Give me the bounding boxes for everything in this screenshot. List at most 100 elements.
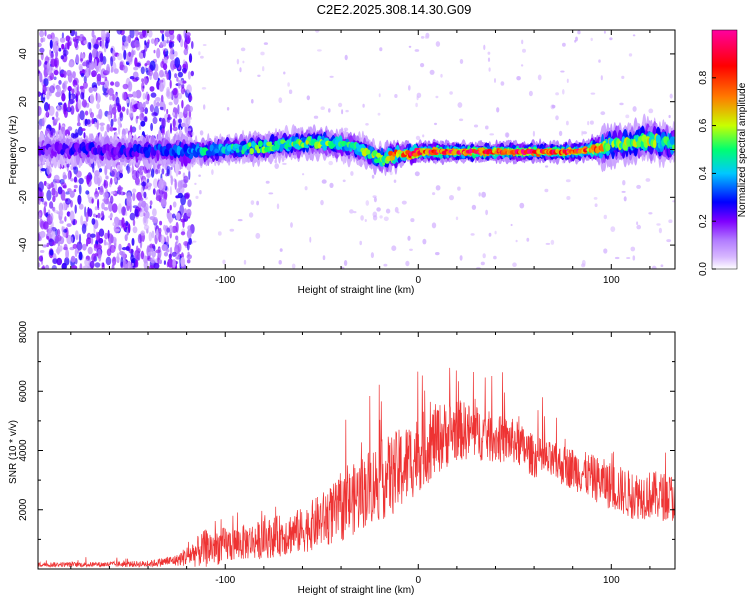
noise-blob [161, 168, 165, 175]
noise-blob [372, 215, 378, 221]
ridge-mark [214, 148, 220, 154]
noise-blob [648, 212, 653, 215]
noise-blob [119, 112, 124, 122]
noise-blob [134, 208, 139, 217]
noise-blob [152, 188, 156, 195]
noise-blob [90, 233, 96, 238]
ridge-mark [388, 150, 394, 156]
noise-blob [187, 199, 192, 208]
noise-blob [313, 115, 319, 119]
noise-blob [116, 52, 123, 61]
noise-blob [359, 240, 363, 246]
y-tick-label: 8000 [18, 320, 29, 343]
noise-blob [161, 117, 166, 129]
noise-blob [96, 103, 100, 110]
colorbar-tick-label: 0.4 [698, 166, 709, 180]
noise-blob [343, 127, 349, 132]
noise-blob [632, 106, 637, 112]
noise-blob [658, 227, 663, 234]
noise-blob [158, 179, 164, 191]
noise-blob [100, 81, 105, 86]
noise-blob [116, 171, 121, 181]
noise-blob [91, 30, 95, 38]
noise-blob [383, 216, 389, 222]
noise-blob [112, 49, 116, 57]
y-tick-label: 20 [18, 96, 29, 108]
noise-blob [172, 118, 176, 128]
noise-blob [142, 101, 146, 109]
noise-blob [142, 92, 146, 101]
noise-blob [176, 33, 182, 42]
ridge-mark [373, 158, 380, 164]
noise-blob [72, 166, 77, 170]
noise-blob [74, 204, 77, 214]
noise-blob [160, 30, 165, 34]
noise-blob [159, 82, 164, 92]
noise-blob [158, 259, 162, 265]
noise-blob [116, 30, 123, 35]
noise-blob [175, 195, 180, 199]
noise-blob [107, 229, 110, 239]
ridge-mark [376, 152, 381, 158]
noise-blob [166, 227, 171, 233]
noise-blob [57, 104, 60, 110]
noise-blob [435, 252, 440, 256]
noise-blob [134, 57, 138, 67]
noise-blob [73, 176, 78, 183]
noise-blob [99, 52, 104, 63]
noise-blob [124, 234, 128, 242]
noise-blob [149, 60, 156, 71]
noise-blob [422, 238, 427, 245]
snr-xlabel: Height of straight line (km) [298, 585, 415, 596]
noise-blob [279, 248, 283, 252]
noise-blob [150, 257, 155, 264]
noise-blob [54, 118, 58, 124]
snr-series [38, 367, 675, 568]
noise-blob [81, 99, 87, 108]
noise-blob [192, 240, 197, 243]
noise-blob [78, 65, 83, 72]
noise-blob [145, 100, 149, 105]
noise-blob [429, 69, 435, 75]
noise-blob [528, 90, 533, 97]
noise-blob [101, 210, 104, 217]
noise-blob [114, 81, 120, 88]
noise-blob [181, 99, 184, 109]
noise-blob [62, 174, 68, 180]
noise-blob [70, 255, 76, 263]
noise-blob [290, 222, 293, 228]
noise-blob [566, 120, 569, 126]
noise-blob [147, 93, 150, 102]
noise-blob [108, 87, 114, 97]
noise-blob [38, 181, 44, 192]
noise-blob [141, 181, 147, 187]
noise-blob [566, 196, 571, 200]
noise-blob [38, 70, 41, 74]
ridge-mark [306, 136, 312, 142]
noise-blob [93, 225, 96, 234]
noise-blob [109, 95, 113, 101]
noise-blob [188, 169, 191, 180]
noise-blob [177, 242, 182, 253]
noise-blob [251, 99, 254, 104]
noise-blob [169, 247, 172, 253]
noise-blob [43, 221, 49, 230]
noise-blob [153, 262, 160, 269]
noise-blob [178, 111, 184, 119]
noise-blob [510, 223, 513, 227]
noise-blob [150, 38, 155, 44]
noise-blob [170, 47, 174, 55]
noise-blob [187, 71, 191, 80]
noise-blob [183, 175, 189, 184]
noise-blob [242, 60, 245, 64]
ridge-mark [257, 140, 263, 148]
ridge-mark [334, 139, 339, 146]
noise-blob [163, 103, 166, 112]
noise-blob [49, 249, 54, 256]
ridge-mark [144, 150, 151, 158]
noise-blob [378, 93, 381, 98]
noise-blob [248, 212, 254, 218]
noise-blob [118, 203, 122, 214]
noise-blob [167, 258, 174, 268]
noise-blob [155, 97, 161, 102]
